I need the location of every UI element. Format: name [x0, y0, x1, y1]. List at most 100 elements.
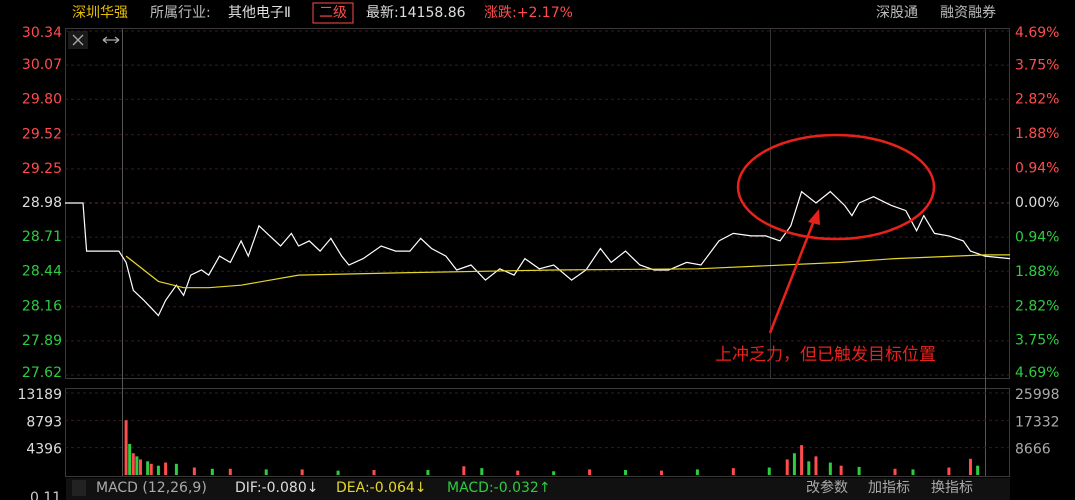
y2-tick-label: 3.75%: [1015, 333, 1059, 349]
footer-bar: [66, 478, 1010, 500]
dea: DEA:-0.064↓: [336, 480, 427, 496]
price-line: [125, 254, 1010, 289]
y2-tick-label: 17332: [1015, 414, 1060, 430]
stock-name: 深圳华强: [72, 5, 128, 21]
y2-tick-label: 4.69%: [1015, 365, 1059, 381]
volume-bar: [124, 420, 128, 475]
y2-tick-label: 0.00%: [1015, 195, 1059, 211]
volume-bar: [839, 465, 843, 475]
volume-bar: [695, 469, 699, 475]
button[interactable]: 加指标: [868, 480, 910, 496]
volume-bar: [264, 469, 268, 475]
volume-bar: [828, 462, 832, 475]
volume-bar: [300, 469, 304, 475]
volume-bar: [893, 468, 897, 475]
volume-bar: [767, 467, 771, 475]
volume-bar: [731, 468, 735, 475]
y-tick-label: 29.80: [22, 91, 62, 107]
y-tick-label: 4396: [26, 442, 62, 458]
y2-tick-label: 0.94%: [1015, 229, 1059, 245]
volume-bar: [462, 466, 466, 475]
change: 涨跌:+2.17%: [484, 5, 573, 21]
y2-tick-label: 3.75%: [1015, 57, 1059, 73]
volume-bar: [149, 463, 153, 475]
volume-bar: [792, 453, 796, 475]
level-box: [312, 2, 354, 24]
button[interactable]: 改参数: [806, 479, 848, 496]
y-tick-label: 28.98: [22, 195, 62, 211]
annotation: 上冲乏力，但已触发目标位置: [715, 345, 936, 365]
volume-frame: [65, 388, 1010, 477]
price-line: [65, 190, 1011, 317]
dif: DIF:-0.080↓: [235, 480, 318, 496]
y-tick-label: 30.07: [22, 57, 62, 73]
y2-tick-label: 4.69%: [1015, 25, 1059, 41]
volume-bar: [659, 470, 663, 475]
link[interactable]: 融资融券: [940, 5, 996, 21]
volume-bar: [131, 453, 135, 475]
y-tick-label: 30.34: [22, 25, 62, 41]
highlight-ellipse: [736, 133, 936, 241]
volume-bar: [192, 467, 196, 475]
volume-bar: [228, 468, 232, 475]
y2-tick-label: 2.82%: [1015, 92, 1059, 108]
y2-tick-label: 1.88%: [1015, 126, 1059, 142]
volume-bar: [800, 445, 804, 475]
expand-icon[interactable]: [102, 36, 120, 44]
volume-bar: [164, 462, 168, 475]
volume-bar: [210, 468, 214, 475]
volume-bar: [156, 465, 160, 475]
y-tick-label: 27.62: [22, 365, 62, 381]
y2-tick-label: 2.82%: [1015, 298, 1059, 314]
button[interactable]: 换指标: [931, 479, 973, 496]
y-tick-label: 28.16: [22, 299, 62, 315]
y2-tick-label: 1.88%: [1015, 264, 1059, 280]
volume-bar: [426, 470, 430, 475]
volume-bar: [174, 463, 178, 475]
y-tick-label: 29.25: [22, 161, 62, 177]
volume-bar: [516, 470, 520, 475]
volume-bar: [947, 467, 951, 475]
y2-tick-label: 25998: [1015, 387, 1060, 403]
macd: MACD:-0.032↑: [447, 480, 551, 496]
volume-bar: [588, 469, 592, 475]
y-tick-label: 8793: [26, 414, 62, 430]
close-icon-glyph[interactable]: [72, 34, 84, 46]
link[interactable]: 深股通: [876, 5, 918, 21]
volume-bar: [336, 470, 340, 475]
volume-bar: [128, 443, 132, 475]
y2-tick-label: 8666: [1015, 442, 1051, 458]
volume-bar: [552, 471, 556, 475]
volume-bar: [624, 470, 628, 475]
volume-bar: [911, 469, 915, 475]
indicator[interactable]: MACD (12,26,9): [96, 480, 207, 496]
volume-bar: [135, 456, 139, 475]
volume-bar: [138, 459, 142, 475]
industry: 其他电子Ⅱ: [228, 5, 291, 21]
volume-bar: [785, 459, 789, 475]
volume-bar: [814, 456, 818, 475]
y-tick-label: 29.52: [22, 127, 62, 143]
expand-icon-glyph[interactable]: [102, 36, 120, 44]
volume-bar: [146, 461, 150, 475]
y-tick-label: 28.44: [22, 263, 62, 279]
volume-bar: [968, 458, 972, 475]
level: 二级: [319, 5, 347, 21]
close-icon[interactable]: [68, 31, 88, 49]
latest: 最新:14158.86: [366, 5, 466, 21]
indicator-icon[interactable]: [72, 480, 86, 496]
y-tick-label: 27.89: [22, 333, 62, 349]
industry-label: 所属行业:: [150, 5, 211, 21]
volume-bar: [857, 466, 861, 475]
volume-bar: [807, 461, 811, 475]
y-tick-label: 28.71: [22, 229, 62, 245]
volume-bar: [480, 468, 484, 475]
macd-axis-value: 0.11: [30, 490, 61, 500]
y2-tick-label: 0.94%: [1015, 161, 1059, 177]
volume-bar: [372, 470, 376, 475]
volume-bar: [976, 465, 980, 475]
arrow-head: [808, 209, 820, 225]
arrow-line: [768, 217, 817, 334]
